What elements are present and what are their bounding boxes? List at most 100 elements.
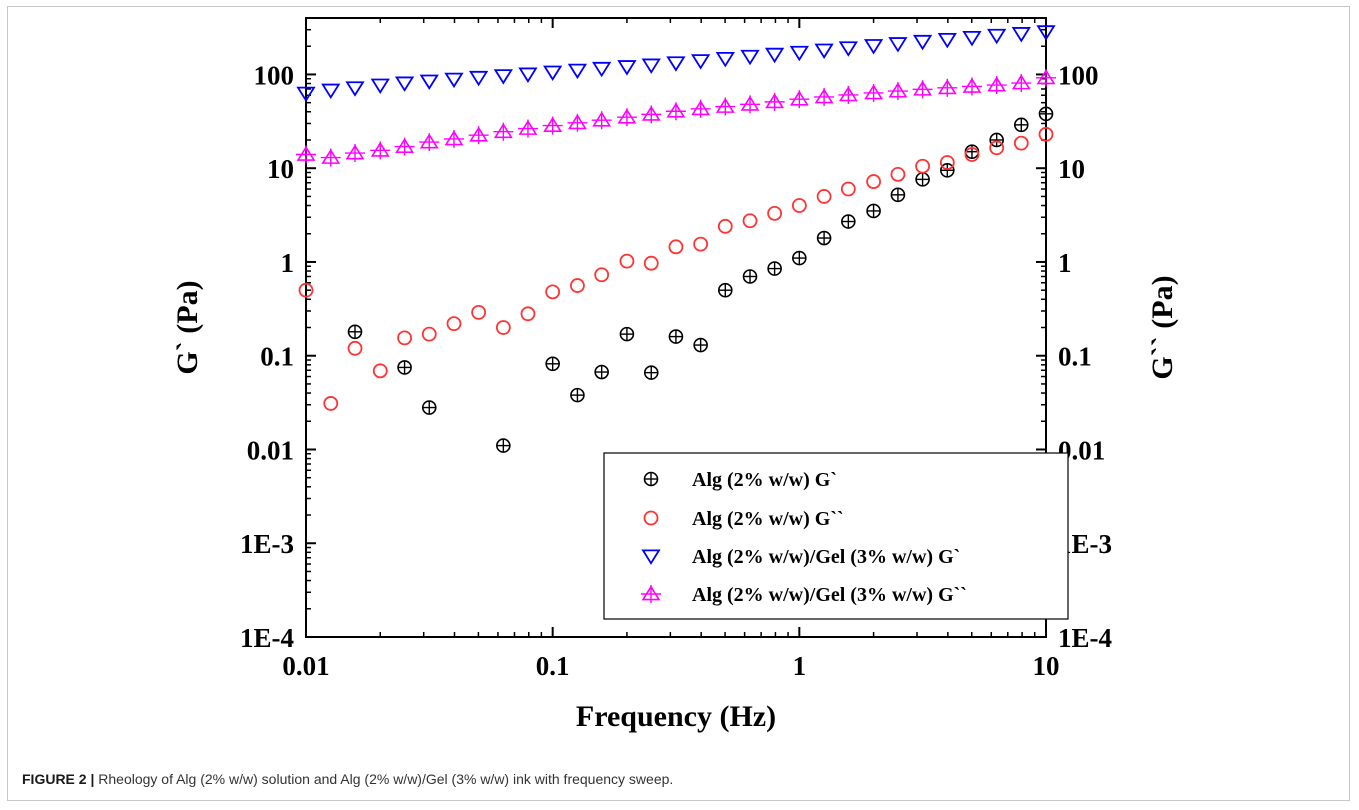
caption-label: FIGURE 2 | [22, 771, 95, 787]
data-point [493, 122, 514, 141]
data-point [791, 198, 807, 213]
y-tick-label-left: 0.1 [260, 342, 294, 372]
data-point [742, 213, 758, 229]
data-point [715, 97, 736, 116]
caption-text: Rheology of Alg (2% w/w) solution and Al… [94, 771, 674, 787]
data-point [740, 95, 761, 114]
data-point-shape [890, 166, 906, 182]
data-point [570, 278, 585, 293]
data-point [814, 87, 835, 106]
data-point-shape [296, 86, 316, 103]
data-point-shape [767, 205, 783, 221]
data-point-shape [717, 218, 733, 234]
data-point [690, 99, 711, 118]
data-point [347, 324, 363, 340]
data-point-shape [518, 67, 538, 83]
data-point [419, 133, 440, 152]
data-point-shape [570, 278, 585, 293]
data-point [940, 162, 955, 178]
data-point [789, 90, 810, 109]
data-point [890, 166, 906, 182]
data-point [495, 320, 511, 335]
data-point [545, 284, 561, 300]
y-tick-label-right: 1E-4 [1058, 623, 1112, 653]
data-point-shape [446, 316, 462, 332]
data-point [520, 306, 536, 322]
data-point [693, 236, 709, 252]
data-point-shape [987, 28, 1007, 45]
data-point [397, 330, 412, 346]
data-point-shape [912, 34, 933, 51]
data-point [866, 203, 881, 219]
data-point-shape [372, 363, 388, 379]
y-tick-label-left: 100 [254, 60, 295, 90]
data-point [665, 102, 686, 121]
x-axis-title: Frequency (Hz) [576, 700, 776, 733]
legend-marker [641, 549, 661, 565]
data-point [592, 61, 612, 78]
data-point [1038, 106, 1054, 122]
data-point [939, 155, 955, 170]
legend-label: Alg (2% w/w) G`` [692, 508, 844, 530]
data-point [890, 187, 906, 203]
data-point-shape [888, 37, 908, 53]
data-point [345, 144, 366, 163]
data-point [496, 438, 511, 453]
data-point [866, 174, 881, 189]
data-point-shape [693, 236, 709, 252]
data-point-shape [964, 147, 980, 162]
data-point-shape [1011, 27, 1031, 43]
data-point-shape [668, 239, 684, 255]
data-point [542, 116, 563, 135]
data-point [789, 45, 809, 62]
data-point-shape [989, 140, 1005, 156]
data-point-shape [791, 198, 807, 213]
data-point [693, 337, 708, 353]
data-point [816, 189, 832, 204]
data-point [323, 396, 339, 411]
data-point-shape [617, 60, 637, 76]
data-point-shape [962, 30, 982, 47]
y-tick-label-left: 10 [267, 154, 294, 184]
data-point-shape [789, 45, 809, 62]
data-point [321, 83, 341, 100]
data-point [666, 56, 686, 72]
data-point [394, 137, 415, 156]
data-point [989, 132, 1004, 148]
data-point-shape [838, 41, 858, 57]
data-point [691, 54, 711, 70]
data-point [446, 316, 462, 332]
series-2 [296, 25, 1056, 103]
data-point-shape [863, 39, 884, 55]
data-point [1011, 74, 1032, 93]
data-point [915, 158, 930, 174]
data-point [570, 387, 585, 403]
data-point-shape [592, 61, 612, 78]
data-point-shape [641, 58, 661, 74]
data-point [937, 78, 958, 97]
y-tick-label-right: 0.1 [1058, 342, 1092, 372]
data-point [468, 126, 489, 145]
data-point [370, 78, 390, 94]
legend-box [603, 452, 1069, 620]
data-point-shape [370, 78, 390, 94]
data-point [643, 365, 659, 380]
data-point-shape [764, 47, 785, 64]
data-point-shape [345, 81, 365, 97]
data-point-shape [471, 304, 487, 320]
data-point [764, 47, 785, 64]
data-point [717, 218, 733, 234]
data-point-shape [1013, 135, 1029, 151]
data-point [887, 82, 908, 101]
data-point-shape [866, 174, 881, 189]
data-point [838, 41, 858, 57]
data-point [840, 181, 856, 197]
data-point-shape [298, 282, 314, 298]
data-point-shape [814, 43, 834, 59]
x-tick-label: 1 [793, 651, 807, 681]
data-point-shape [323, 396, 339, 411]
data-point [1013, 117, 1029, 133]
data-point [912, 34, 933, 51]
data-point-shape [1036, 25, 1056, 41]
